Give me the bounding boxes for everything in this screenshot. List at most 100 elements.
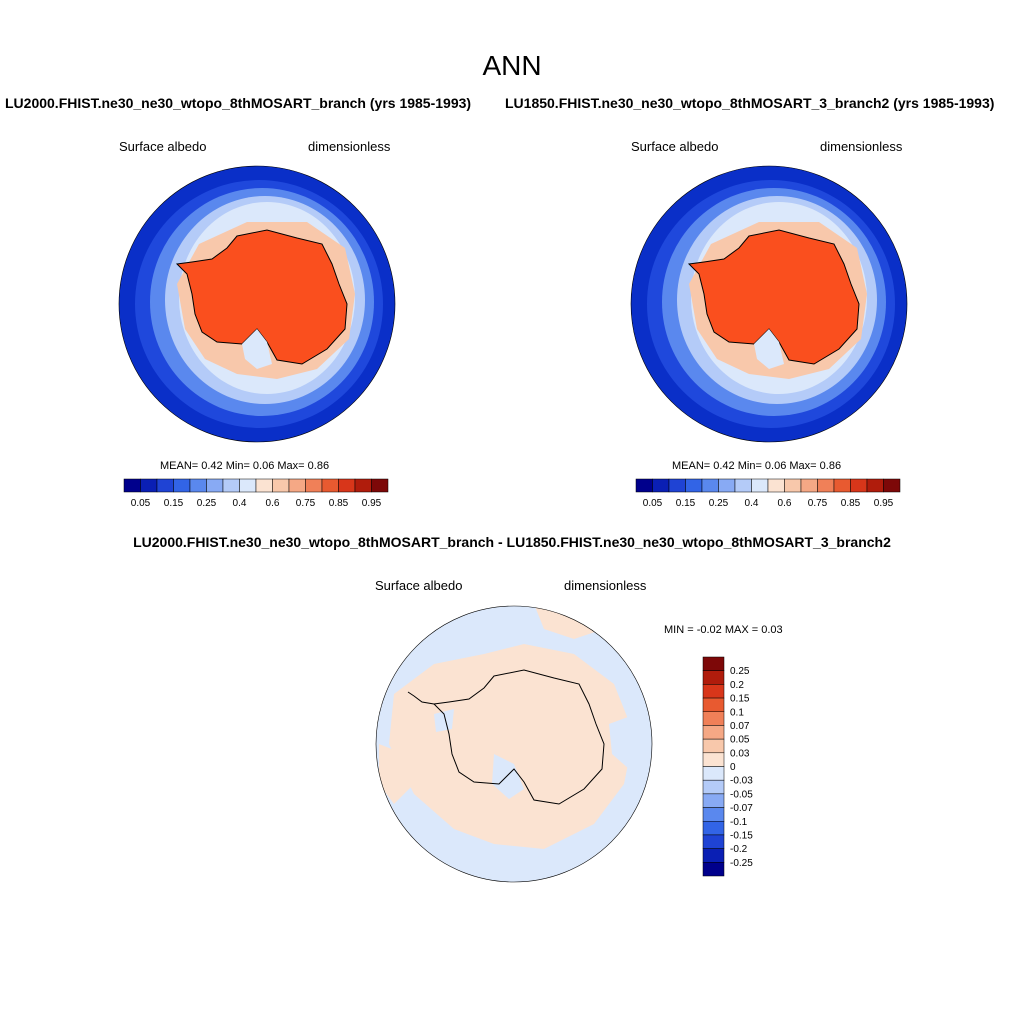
colorbar-swatch	[702, 656, 725, 671]
colorbar-swatch	[702, 821, 725, 836]
colorbar-swatch	[767, 478, 785, 493]
colorbar-tick-label: 0.05	[730, 735, 750, 746]
colorbar-swatch	[702, 834, 725, 849]
panel-2-colorbar: 0.05 0.15 0.25 0.4 0.6 0.75 0.85 0.95	[635, 478, 901, 509]
colorbar-tick-label: 0	[730, 762, 736, 773]
panel-1-case-title: LU2000.FHIST.ne30_ne30_wtopo_8thMOSART_b…	[5, 95, 472, 111]
colorbar-swatch	[668, 478, 686, 493]
colorbar-swatch	[702, 862, 725, 877]
colorbar-tick-label: -0.2	[730, 844, 748, 855]
ross-sea-ice-shelf	[242, 329, 272, 369]
colorbar-tick-label: 0.85	[329, 498, 349, 509]
colorbar-tick-label: 0.95	[874, 498, 894, 509]
colorbar-tick-label: -0.15	[730, 830, 753, 841]
colorbar-swatch	[866, 478, 884, 493]
colorbar-swatch	[800, 478, 818, 493]
colorbar-swatch	[718, 478, 736, 493]
ross-sea-ice-shelf	[754, 329, 784, 369]
diff-colorbar: 0.25 0.2 0.15 0.1 0.07 0.05 0.03 0 -0.03 -0.05 -0.…	[702, 656, 753, 877]
colorbar-tick-label: 0.07	[730, 721, 750, 732]
colorbar-swatch	[702, 684, 725, 699]
colorbar-swatch	[702, 738, 725, 754]
colorbar-tick-label: 0.15	[676, 498, 696, 509]
colorbar-tick-label: -0.1	[730, 817, 748, 828]
colorbar-swatch	[701, 478, 719, 493]
negative-diff-area	[609, 714, 644, 769]
negative-diff-area	[434, 709, 454, 732]
colorbar-swatch	[189, 478, 207, 493]
colorbar-swatch	[140, 478, 158, 493]
colorbar-tick-label: 0.95	[362, 498, 382, 509]
colorbar-swatch	[239, 478, 257, 493]
colorbar-tick-label: 0.05	[643, 498, 663, 509]
colorbar-swatch	[702, 725, 725, 740]
colorbar-swatch	[255, 478, 273, 493]
colorbar-swatch	[702, 779, 725, 795]
colorbar-swatch	[206, 478, 224, 493]
colorbar-swatch	[702, 670, 725, 685]
colorbar-tick-label: 0.4	[745, 498, 759, 509]
colorbar-tick-label: 0.4	[233, 498, 247, 509]
panel-2-case-title: LU1850.FHIST.ne30_ne30_wtopo_8thMOSART_3…	[505, 95, 995, 111]
colorbar-swatch	[883, 478, 901, 493]
colorbar-tick-label: 0.05	[131, 498, 151, 509]
diff-units-label: dimensionless	[564, 578, 647, 593]
colorbar-swatch	[222, 478, 240, 493]
colorbar-tick-label: 0.85	[841, 498, 861, 509]
colorbar-tick-label: 0.15	[164, 498, 184, 509]
colorbar-swatch	[635, 478, 653, 493]
colorbar-tick-label: 0.03	[730, 748, 750, 759]
colorbar-swatch	[173, 478, 191, 493]
page-title: ANN	[482, 50, 542, 81]
antarctica-coastline	[432, 669, 605, 805]
colorbar-tick-label: -0.05	[730, 789, 753, 800]
panel-1-colorbar: 0.05 0.15 0.25 0.4 0.6 0.75 0.85 0.95	[123, 478, 389, 509]
diff-variable-label: Surface albedo	[375, 578, 463, 593]
colorbar-swatch	[371, 478, 389, 493]
colorbar-tick-label: 0.75	[808, 498, 828, 509]
colorbar-tick-label: 0.25	[197, 498, 217, 509]
colorbar-tick-label: 0.2	[730, 680, 744, 691]
colorbar-swatch	[123, 478, 141, 493]
positive-diff-area	[379, 744, 414, 804]
colorbar-swatch	[652, 478, 670, 493]
panel-2-units-label: dimensionless	[820, 139, 903, 154]
colorbar-tick-label: 0.6	[266, 498, 280, 509]
negative-diff-area	[492, 754, 524, 799]
colorbar-tick-label: 0.1	[730, 707, 744, 718]
colorbar-swatch	[288, 478, 306, 493]
colorbar-tick-label: 0.6	[778, 498, 792, 509]
colorbar-swatch	[702, 848, 725, 863]
colorbar-tick-label: -0.03	[730, 776, 753, 787]
colorbar-swatch	[734, 478, 752, 493]
colorbar-tick-label: -0.25	[730, 858, 753, 869]
colorbar-swatch	[751, 478, 769, 493]
colorbar-swatch	[784, 478, 802, 493]
colorbar-swatch	[702, 711, 725, 726]
panel-2-stats: MEAN= 0.42 Min= 0.06 Max= 0.86	[672, 460, 842, 472]
colorbar-swatch	[702, 766, 725, 781]
colorbar-tick-label: 0.75	[296, 498, 316, 509]
colorbar-tick-label: -0.07	[730, 803, 753, 814]
colorbar-swatch	[305, 478, 323, 493]
colorbar-swatch	[833, 478, 851, 493]
colorbar-swatch	[817, 478, 835, 493]
colorbar-swatch	[702, 697, 725, 712]
colorbar-swatch	[156, 478, 174, 493]
colorbar-swatch	[272, 478, 290, 493]
colorbar-tick-label: 0.15	[730, 694, 750, 705]
peninsula-coastline	[407, 691, 435, 705]
colorbar-swatch	[702, 752, 725, 767]
diff-polar-map	[375, 605, 653, 883]
diff-panel-title: LU2000.FHIST.ne30_ne30_wtopo_8thMOSART_b…	[133, 534, 891, 550]
colorbar-swatch	[338, 478, 356, 493]
positive-diff-area	[389, 644, 634, 849]
colorbar-tick-label: 0.25	[730, 666, 750, 677]
panel-2-polar-map	[630, 165, 908, 443]
colorbar-swatch	[354, 478, 372, 493]
colorbar-swatch	[321, 478, 339, 493]
panel-2-variable-label: Surface albedo	[631, 139, 719, 154]
colorbar-swatch	[850, 478, 868, 493]
colorbar-swatch	[702, 807, 725, 822]
diff-stats: MIN = -0.02 MAX = 0.03	[664, 624, 783, 636]
